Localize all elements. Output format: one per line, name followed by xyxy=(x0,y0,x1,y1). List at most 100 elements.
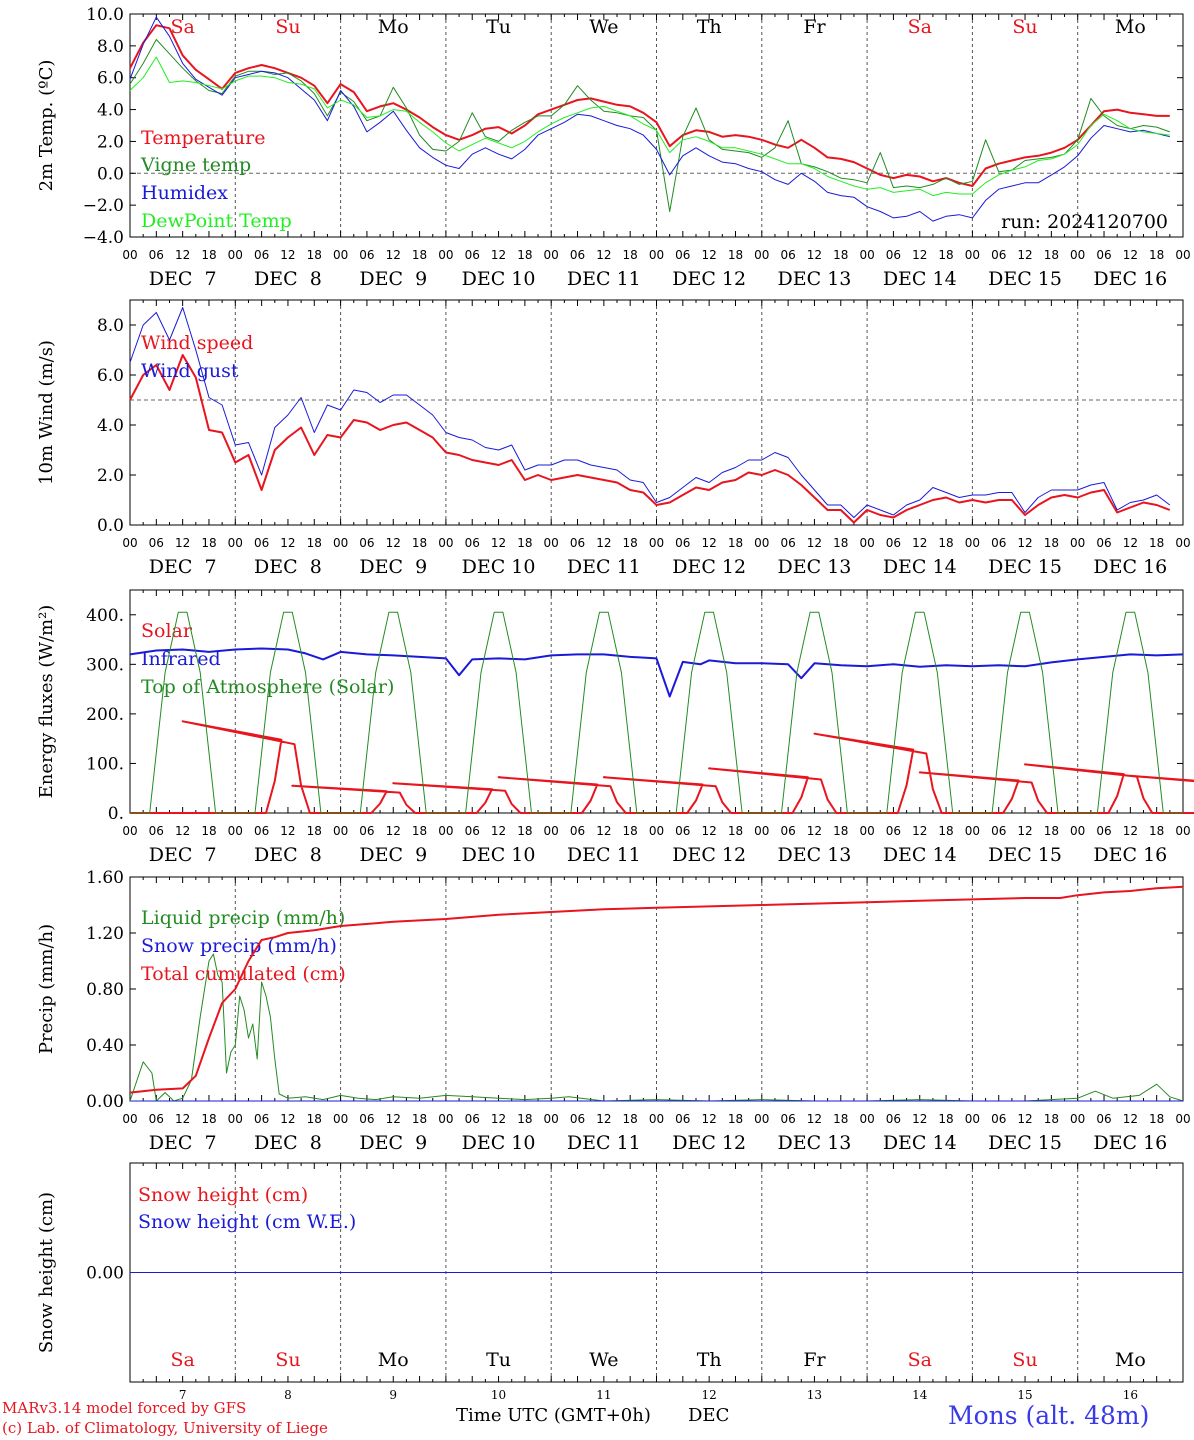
hour-label: 12 xyxy=(175,1112,190,1126)
hour-label: 12 xyxy=(175,536,190,550)
date-label: DEC 9 xyxy=(359,268,427,290)
date-label: DEC 12 xyxy=(672,1132,746,1154)
hour-label: 12 xyxy=(280,1112,295,1126)
hour-label: 00 xyxy=(544,1112,559,1126)
hour-label: 18 xyxy=(623,824,638,838)
hour-label: 00 xyxy=(1175,536,1190,550)
legend-entry: Snow height (cm) xyxy=(138,1184,308,1206)
hour-label: 06 xyxy=(359,248,374,262)
hour-label: 06 xyxy=(780,248,795,262)
date-label: DEC 9 xyxy=(359,1132,427,1154)
hour-label: 00 xyxy=(965,1112,980,1126)
hour-label: 06 xyxy=(149,824,164,838)
hour-label: 06 xyxy=(465,1112,480,1126)
y-axis-label: Snow height (cm) xyxy=(36,1192,57,1353)
legend-entry: Infrared xyxy=(141,648,221,670)
date-label: DEC 12 xyxy=(672,268,746,290)
hour-label: 00 xyxy=(859,248,874,262)
date-label: DEC 10 xyxy=(462,1132,536,1154)
hour-label: 18 xyxy=(1044,824,1059,838)
hour-label: 12 xyxy=(491,536,506,550)
day-of-week-label: Mo xyxy=(378,1349,409,1371)
day-number-label: 14 xyxy=(912,1388,928,1402)
hour-label: 06 xyxy=(1096,536,1111,550)
hour-label: 06 xyxy=(465,248,480,262)
hour-label: 12 xyxy=(807,824,822,838)
hour-label: 06 xyxy=(570,536,585,550)
hour-label: 18 xyxy=(728,248,743,262)
series-line-total-cumulated-cm- xyxy=(129,885,1184,1094)
hour-label: 00 xyxy=(1175,1112,1190,1126)
hour-label: 18 xyxy=(938,824,953,838)
date-label: DEC 13 xyxy=(778,844,852,866)
hour-label: 00 xyxy=(438,824,453,838)
date-label: DEC 7 xyxy=(149,268,217,290)
date-label: DEC 16 xyxy=(1093,844,1167,866)
series-line-dewpoint-temp xyxy=(129,56,1170,197)
series-line-infrared xyxy=(129,647,1184,698)
hour-label: 12 xyxy=(912,1112,927,1126)
hour-label: 06 xyxy=(991,536,1006,550)
hour-label: 18 xyxy=(1044,1112,1059,1126)
hour-label: 18 xyxy=(1149,248,1164,262)
hour-label: 12 xyxy=(596,536,611,550)
legend-entry: Liquid precip (mm/h) xyxy=(141,907,345,929)
hour-label: 06 xyxy=(675,536,690,550)
hour-label: 06 xyxy=(149,1112,164,1126)
hour-label: 12 xyxy=(807,248,822,262)
hour-label: 18 xyxy=(412,536,427,550)
hour-label: 06 xyxy=(359,1112,374,1126)
hour-label: 18 xyxy=(307,1112,322,1126)
date-label: DEC 14 xyxy=(883,268,957,290)
legend-entry: Vigne temp xyxy=(140,154,251,176)
hour-label: 12 xyxy=(596,248,611,262)
date-label: DEC 11 xyxy=(567,556,641,578)
hour-label: 18 xyxy=(517,824,532,838)
day-of-week-label: Tu xyxy=(486,1349,511,1371)
hour-label: 00 xyxy=(649,824,664,838)
date-label: DEC 12 xyxy=(672,556,746,578)
hour-label: 00 xyxy=(333,824,348,838)
date-label: DEC 7 xyxy=(149,1132,217,1154)
hour-label: 18 xyxy=(833,536,848,550)
date-label: DEC 10 xyxy=(462,268,536,290)
hour-label: 12 xyxy=(912,824,927,838)
date-label: DEC 14 xyxy=(883,844,957,866)
hour-label: 06 xyxy=(780,824,795,838)
hour-label: 06 xyxy=(886,248,901,262)
y-tick-label: 6.0 xyxy=(97,69,124,89)
y-tick-label: 200. xyxy=(86,705,124,725)
hour-label: 12 xyxy=(807,536,822,550)
date-label: DEC 8 xyxy=(254,556,322,578)
day-of-week-label: Mo xyxy=(1115,16,1146,38)
hour-label: 12 xyxy=(1123,1112,1138,1126)
hour-label: 06 xyxy=(359,824,374,838)
legend-entry: Humidex xyxy=(141,182,228,204)
date-label: DEC 16 xyxy=(1093,556,1167,578)
hour-label: 06 xyxy=(886,1112,901,1126)
hour-label: 00 xyxy=(333,248,348,262)
date-label: DEC 16 xyxy=(1093,1132,1167,1154)
y-tick-label: −2.0 xyxy=(83,196,124,216)
hour-label: 00 xyxy=(965,536,980,550)
day-of-week-label: Sa xyxy=(170,1349,194,1371)
hour-label: 06 xyxy=(886,536,901,550)
hour-label: 12 xyxy=(1123,536,1138,550)
hour-label: 06 xyxy=(570,824,585,838)
day-of-week-label: Fr xyxy=(803,16,826,38)
y-tick-label: 0.0 xyxy=(97,516,124,536)
hour-label: 00 xyxy=(754,536,769,550)
hour-label: 18 xyxy=(412,824,427,838)
day-of-week-label: Tu xyxy=(486,16,511,38)
hour-label: 18 xyxy=(412,248,427,262)
hour-label: 12 xyxy=(491,248,506,262)
date-label: DEC 7 xyxy=(149,556,217,578)
hour-label: 06 xyxy=(675,1112,690,1126)
hour-label: 12 xyxy=(702,824,717,838)
y-tick-label: 0.0 xyxy=(97,164,124,184)
x-axis-label: Time UTC (GMT+0h) xyxy=(456,1405,651,1426)
hour-label: 18 xyxy=(307,824,322,838)
hour-label: 00 xyxy=(649,1112,664,1126)
day-number-label: 16 xyxy=(1123,1388,1138,1402)
hour-label: 18 xyxy=(517,1112,532,1126)
